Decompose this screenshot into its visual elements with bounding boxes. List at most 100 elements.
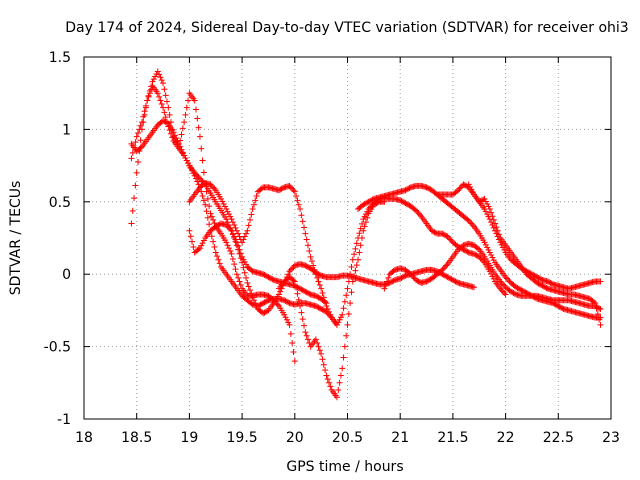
data-point [493,230,500,237]
x-tick-label: 20 [286,430,304,446]
data-point [318,350,325,357]
data-point [431,229,438,236]
data-point [389,278,396,285]
data-point [415,278,422,285]
data-point [323,372,330,379]
data-point [481,239,488,246]
data-point [467,183,474,190]
data-point [237,250,244,257]
x-tick-label: 20.5 [332,430,363,446]
data-point [179,125,186,132]
data-point [369,196,376,203]
data-point [486,216,493,223]
data-point [200,197,207,204]
data-point [453,188,460,195]
y-tick-label: 1 [62,122,71,138]
data-point [206,221,213,228]
data-point [293,193,300,200]
data-point [260,310,267,317]
data-point [303,263,310,270]
data-point [381,285,388,292]
data-point [195,246,202,253]
data-point [439,266,446,273]
data-point [486,249,493,256]
data-point [243,274,250,281]
data-point [154,90,161,97]
data-point [169,126,176,133]
data-point [302,329,309,336]
data-point [510,290,517,297]
data-point [543,284,550,291]
data-point [210,238,217,245]
data-point [482,241,489,248]
data-point [241,269,248,276]
data-point [406,270,413,277]
data-point [208,213,215,220]
data-point [559,305,566,312]
data-point [536,275,543,282]
data-point [413,207,420,214]
data-point [424,185,431,192]
data-point [229,219,236,226]
data-point [199,157,206,164]
data-point [298,309,305,316]
data-point [484,244,491,251]
data-point [247,287,254,294]
data-point [361,223,368,230]
data-point [264,308,271,315]
data-point [240,236,247,243]
data-point [456,185,463,192]
data-point [457,184,464,191]
data-point [301,287,308,294]
data-point [397,275,404,282]
data-point [225,211,232,218]
data-point [353,262,360,269]
data-point [318,305,325,312]
series-sat-d [186,220,330,307]
x-tick-label: 18.5 [121,430,152,446]
data-point [490,216,497,223]
series-sat-i [465,181,604,328]
data-point [315,343,322,350]
data-point [167,130,174,137]
data-point [227,226,234,233]
data-point [192,175,199,182]
data-point [401,273,408,280]
data-point [144,97,151,104]
data-point [490,257,497,264]
data-point [243,261,250,268]
data-point [514,284,521,291]
data-point [465,181,472,188]
data-point [441,263,448,270]
data-point [488,252,495,259]
data-point [366,198,373,205]
data-point [287,266,294,273]
data-point [156,71,163,78]
data-point [368,197,375,204]
data-point [490,275,497,282]
data-point [287,184,294,191]
data-point [286,268,293,275]
data-point [157,97,164,104]
data-point [326,379,333,386]
data-point [534,274,541,281]
data-point [316,282,323,289]
data-point [183,157,190,164]
data-point [337,314,344,321]
data-point [445,274,452,281]
data-point [497,278,504,285]
x-tick-label: 21.5 [437,430,468,446]
data-point [485,246,492,253]
data-point [303,289,310,296]
data-point [216,260,223,267]
data-point [357,242,364,249]
data-point [264,297,271,304]
data-point [187,233,194,240]
data-point [440,265,447,272]
data-point [411,206,418,213]
data-point [477,198,484,205]
data-point [316,347,323,354]
data-point [272,298,279,305]
data-point [265,274,272,281]
data-point [239,259,246,266]
